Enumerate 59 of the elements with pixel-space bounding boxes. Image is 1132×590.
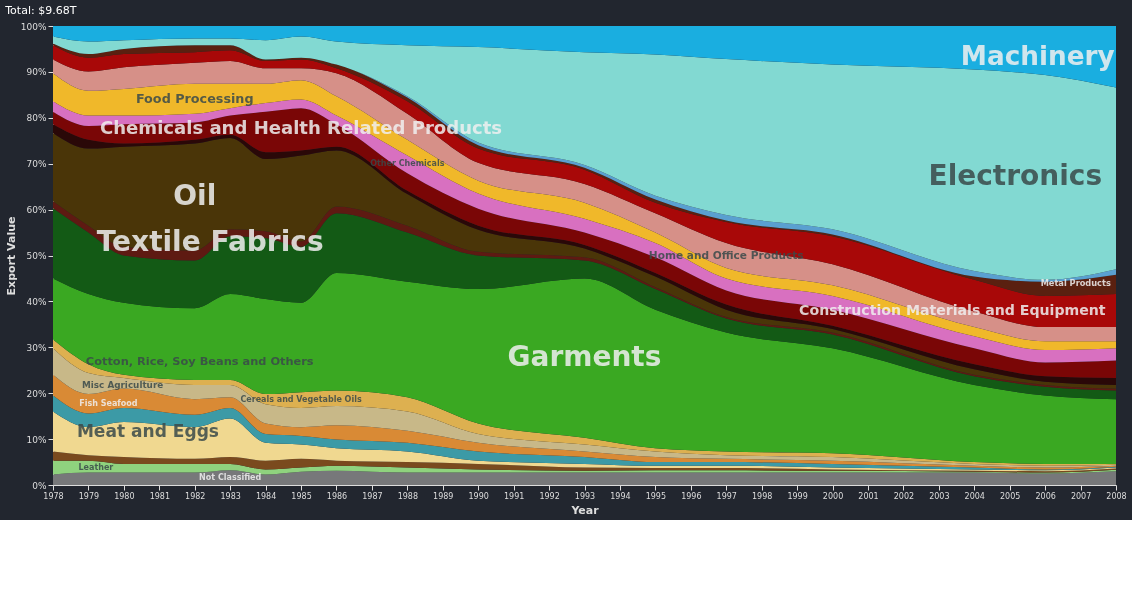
x-tick-label: 2000 [822,491,844,501]
x-tick-label: 1987 [362,491,383,501]
x-tick-label: 1984 [255,491,277,501]
x-tick-label: 2003 [929,491,950,501]
x-tick-label: 1983 [220,491,241,501]
series-label: Metal Products [1040,278,1111,289]
y-tick-label: 60% [26,205,47,216]
series-label: Textile Fabrics [96,225,324,259]
x-tick-label: 2007 [1070,491,1092,501]
x-tick-label: 1979 [78,491,100,501]
y-tick-label: 20% [26,388,47,399]
y-tick-label: 50% [26,251,47,261]
series-label: Not Classified [199,472,262,482]
x-tick-label: 1986 [326,491,348,501]
x-tick-label: 1995 [645,491,667,501]
series-label: Fish Seafood [79,398,138,408]
y-tick-label: 10% [26,434,47,445]
x-tick-label: 1991 [503,491,525,501]
series-label: Machinery [960,40,1115,71]
x-tick-label: 1997 [716,491,737,501]
x-tick-label: 2002 [893,491,915,501]
y-tick-label: 40% [26,296,47,307]
y-tick-label: 0% [32,480,47,491]
x-tick-label: 2008 [1106,491,1127,501]
x-tick-label: 1996 [681,491,702,501]
y-tick-label: 100% [20,21,47,32]
series-label: Meat and Eggs [76,420,219,441]
y-tick-label: 90% [26,67,47,78]
chart-title: Total: $9.68T [4,4,77,17]
y-tick-label: 30% [26,342,47,353]
x-tick-label: 1998 [751,491,773,501]
x-tick-label: 1978 [43,491,64,501]
series-label: Oil [173,178,217,212]
x-tick-label: 1988 [397,491,419,501]
x-tick-label: 2001 [858,491,879,501]
x-tick-label: 1985 [291,491,312,501]
x-tick-label: 1989 [433,491,454,501]
x-tick-label: 2004 [964,491,985,501]
x-tick-label: 1980 [114,491,135,501]
x-tick-label: 2006 [1035,491,1056,501]
series-label: Garments [507,340,662,374]
series-label: Misc Agriculture [82,380,164,391]
series-label: Leather [78,462,114,472]
series-label: Cotton, Rice, Soy Beans and Others [85,353,314,368]
x-tick-label: 1992 [539,491,560,501]
x-tick-label: 1999 [787,491,808,501]
x-tick-label: 1990 [468,491,489,501]
x-tick-label: 1981 [149,491,170,501]
y-axis-title: Export Value [4,216,18,296]
x-axis-title: Year [570,503,600,517]
y-tick-label: 70% [26,159,47,170]
x-tick-label: 1993 [574,491,596,501]
x-tick-label: 2005 [1000,491,1021,501]
series-label: Electronics [928,159,1103,193]
x-tick-label: 1982 [185,491,206,501]
series-label: Food Processing [135,90,254,106]
x-tick-label: 1994 [610,491,631,501]
series-label: Cereals and Vegetable Oils [240,395,362,405]
y-tick-label: 80% [26,113,47,124]
